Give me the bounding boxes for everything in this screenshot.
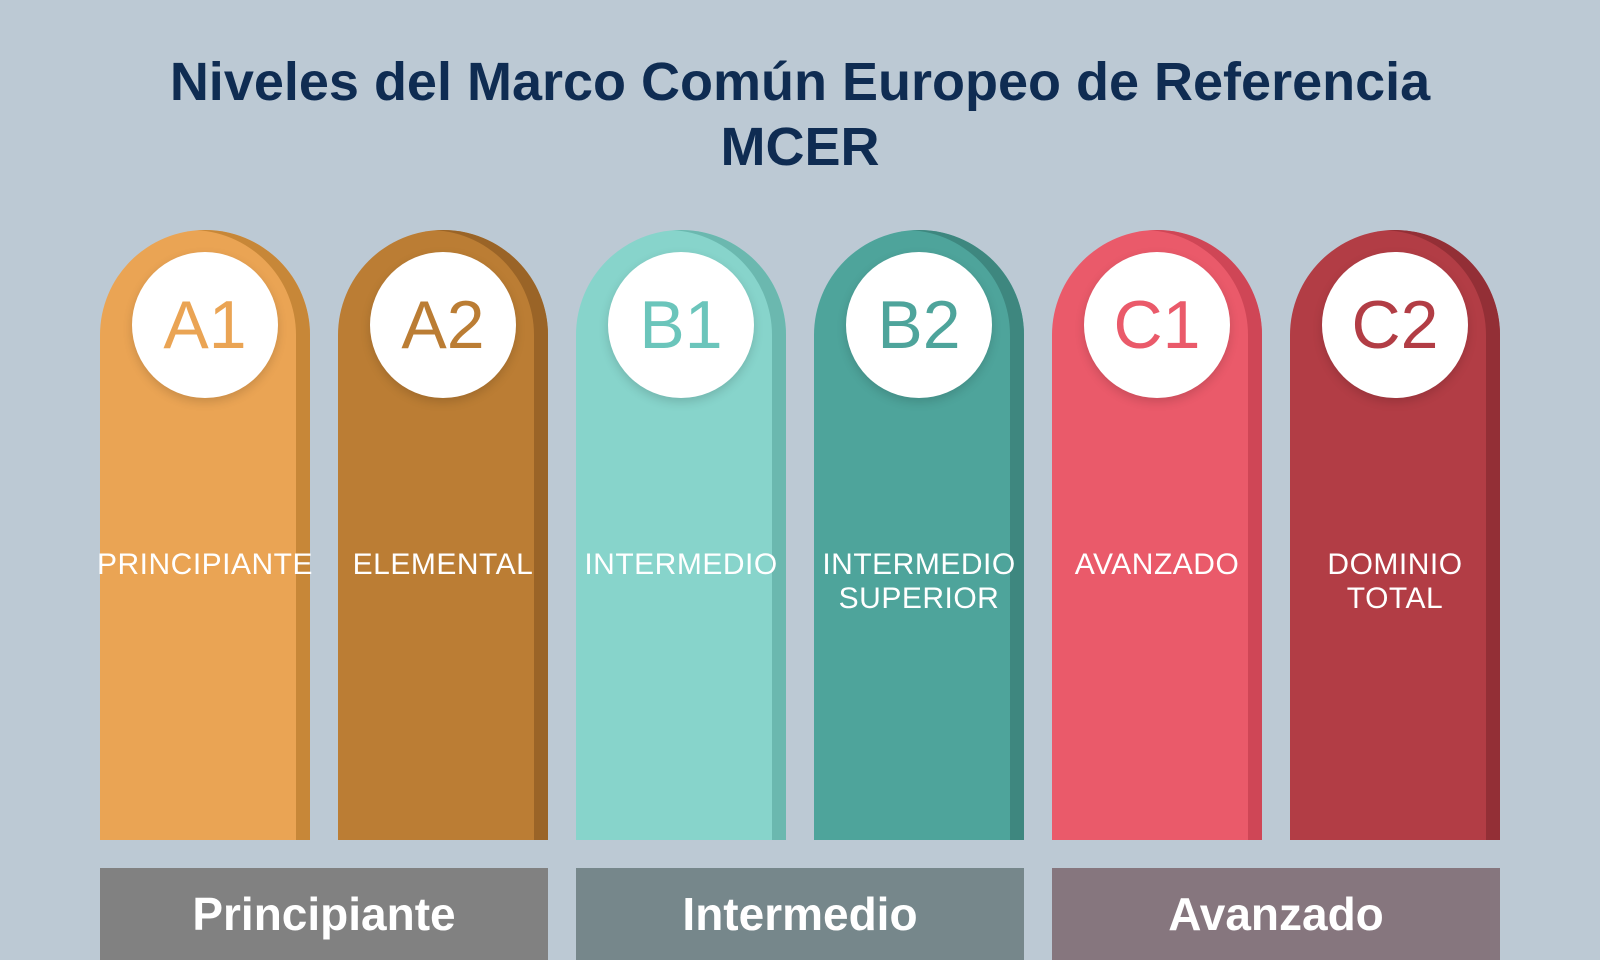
level-desc-a1: PRINCIPIANTE xyxy=(89,548,321,583)
group-label-intermedio: Intermedio xyxy=(576,868,1024,960)
level-desc-b2: INTERMEDIO SUPERIOR xyxy=(814,548,1024,617)
level-badge-b2: B2 xyxy=(846,252,992,398)
level-desc-a2: ELEMENTAL xyxy=(345,548,542,583)
level-pillar-a2: A2 ELEMENTAL xyxy=(338,230,548,840)
infographic-container: Niveles del Marco Común Europeo de Refer… xyxy=(0,0,1600,960)
level-desc-c2: DOMINIO TOTAL xyxy=(1290,548,1500,617)
level-pillar-b1: B1 INTERMEDIO xyxy=(576,230,786,840)
page-title: Niveles del Marco Común Europeo de Refer… xyxy=(90,50,1510,180)
level-desc-b1: INTERMEDIO xyxy=(576,548,785,583)
level-badge-a2: A2 xyxy=(370,252,516,398)
level-pillar-c2: C2 DOMINIO TOTAL xyxy=(1290,230,1500,840)
level-badge-b1: B1 xyxy=(608,252,754,398)
group-label-principiante: Principiante xyxy=(100,868,548,960)
level-pillar-a1: A1PRINCIPIANTE xyxy=(100,230,310,840)
group-labels-row: Principiante Intermedio Avanzado xyxy=(90,868,1510,960)
group-label-avanzado: Avanzado xyxy=(1052,868,1500,960)
level-badge-c2: C2 xyxy=(1322,252,1468,398)
level-badge-c1: C1 xyxy=(1084,252,1230,398)
level-pillar-b2: B2 INTERMEDIO SUPERIOR xyxy=(814,230,1024,840)
level-badge-a1: A1 xyxy=(132,252,278,398)
pillars-row: A1PRINCIPIANTEA2ELEMENTALB1INTERMEDIOB2I… xyxy=(90,230,1510,960)
level-pillar-c1: C1 AVANZADO xyxy=(1052,230,1262,840)
level-desc-c1: AVANZADO xyxy=(1067,548,1248,583)
